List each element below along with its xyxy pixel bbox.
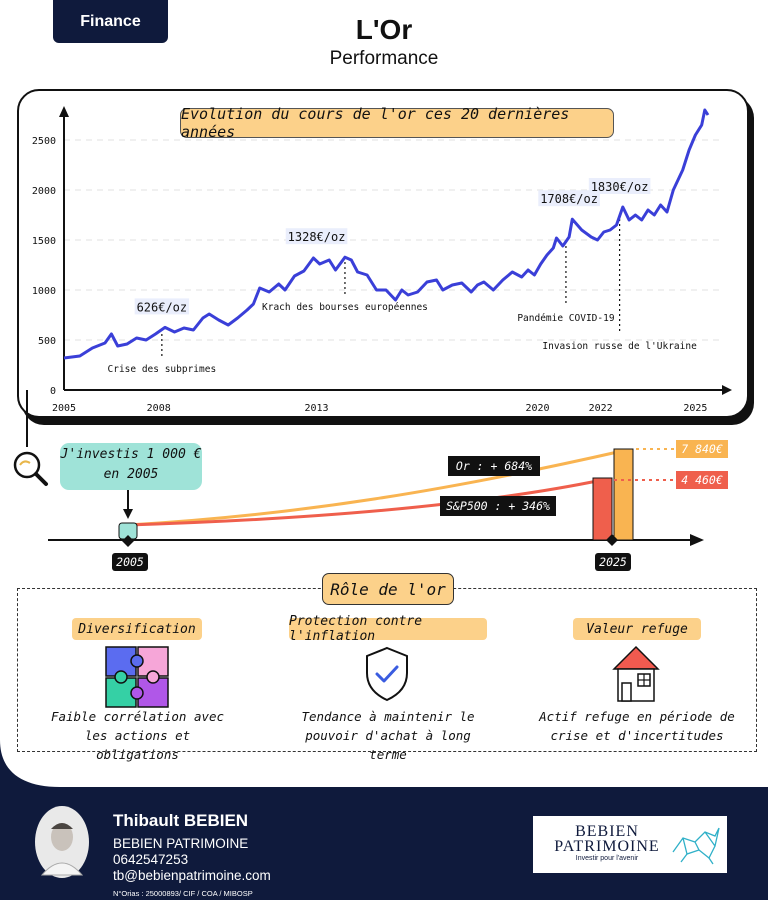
desc-line: pouvoir d'achat à long terme <box>305 728 471 762</box>
event-label: Pandémie COVID-19 <box>517 313 615 324</box>
event-label: Invasion russe de l'Ukraine <box>542 341 697 352</box>
price-label-bg <box>285 228 348 245</box>
role-desc-diversification: Faible corrélation avec les actions et o… <box>40 707 235 764</box>
role-title: Rôle de l'or <box>322 573 454 605</box>
price-label: 1830€/oz <box>591 180 649 194</box>
gold-bar <box>613 448 634 541</box>
price-label: 626€/oz <box>137 300 188 314</box>
sp500-growth-curve <box>127 478 603 527</box>
x-tick-label: 2013 <box>305 403 329 414</box>
advisor-details: BEBIEN PATRIMOINE 0642547253 tb@bebienpa… <box>113 836 271 884</box>
y-tick-label: 2000 <box>32 186 56 197</box>
event-label: Krach des bourses européennes <box>262 302 428 313</box>
y-tick-label: 1500 <box>32 236 56 247</box>
page-subtitle: Performance <box>329 48 439 69</box>
x-tick-label: 2020 <box>525 403 549 414</box>
chart-title: Evolution du cours de l'or ces 20 derniè… <box>180 105 614 141</box>
investment-callout: J'investis 1 000 € en 2005 <box>60 443 202 490</box>
x-tick-label: 2025 <box>683 403 707 414</box>
advisor-name: Thibault BEBIEN <box>113 811 249 830</box>
page-title: L'Or <box>355 14 413 45</box>
sp500-bar <box>592 477 613 541</box>
x-axis-arrow <box>722 385 732 395</box>
sp500-final-value: 4 460€ <box>676 471 728 489</box>
desc-line: Actif refuge en période de <box>539 709 735 724</box>
role-desc-inflation: Tendance à maintenir le pouvoir d'achat … <box>283 707 493 764</box>
x-tick-label: 2008 <box>147 403 171 414</box>
gold-price-chart: 0 500 1000 1500 2000 2500 2005 2008 2013 2020 202… <box>32 106 732 414</box>
avatar <box>35 806 89 878</box>
price-label-bg <box>134 298 190 315</box>
start-diamond <box>122 535 134 547</box>
logo-tagline: Investir pour l'avenir <box>575 855 639 862</box>
y-tick-label: 0 <box>50 386 56 397</box>
puzzle-icon <box>105 646 169 708</box>
timeline-arrow <box>690 534 704 546</box>
y-tick-label: 1000 <box>32 286 56 297</box>
company-name: BEBIEN PATRIMOINE <box>113 836 249 851</box>
footer-corner <box>0 740 60 790</box>
callout-line-2: en 2005 <box>103 467 159 482</box>
chart-card <box>17 89 749 418</box>
end-year-badge: 2025 <box>595 553 631 571</box>
magnifier-icon <box>13 390 48 486</box>
desc-line: Tendance à maintenir le <box>301 709 475 724</box>
desc-line: crise et d'incertitudes <box>550 728 724 743</box>
sp500-performance-badge: S&P500 : + 346% <box>440 496 556 516</box>
desc-line: Faible corrélation avec <box>50 709 225 724</box>
gold-performance-badge: Or : + 684% <box>448 456 540 476</box>
start-year-badge: 2005 <box>112 553 148 571</box>
gold-final-value: 7 840€ <box>676 440 728 458</box>
logo-line-2: PATRIMOINE <box>554 838 660 855</box>
end-diamond <box>606 534 618 546</box>
phone-number[interactable]: 0642547253 <box>113 852 189 867</box>
role-label-inflation: Protection contre l'inflation <box>289 614 487 644</box>
investment-comparison <box>48 448 704 547</box>
house-icon <box>612 645 660 702</box>
role-label-diversification: Diversification <box>72 618 202 640</box>
price-label: 1708€/oz <box>540 192 598 206</box>
event-label: Crise des subprimes <box>108 364 217 375</box>
price-label-bg <box>538 190 600 207</box>
role-label-safe-haven: Valeur refuge <box>573 618 701 640</box>
company-logo: BEBIEN PATRIMOINE Investir pour l'avenir <box>533 816 727 873</box>
gold-growth-curve <box>127 449 623 527</box>
y-tick-label: 500 <box>38 336 56 347</box>
x-tick-label: 2005 <box>52 403 76 414</box>
shield-check-icon <box>366 646 408 702</box>
bull-logo-icon <box>672 827 720 865</box>
role-desc-safe-haven: Actif refuge en période de crise et d'in… <box>537 707 737 745</box>
desc-line: les actions et obligations <box>84 728 191 762</box>
gold-price-line <box>63 108 710 360</box>
y-axis-arrow <box>59 106 69 117</box>
x-tick-label: 2022 <box>589 403 613 414</box>
y-tick-label: 2500 <box>32 136 56 147</box>
logo-line-1: BEBIEN <box>575 823 639 840</box>
category-tag: Finance <box>53 0 168 43</box>
legal-notice: N°Orias : 25000893/ CIF / COA / MIBOSP <box>113 889 253 898</box>
price-label: 1328€/oz <box>288 230 346 244</box>
price-label-bg <box>588 178 651 194</box>
callout-line-1: J'investis 1 000 € <box>60 447 202 462</box>
email-link[interactable]: tb@bebienpatrimoine.com <box>113 868 271 883</box>
